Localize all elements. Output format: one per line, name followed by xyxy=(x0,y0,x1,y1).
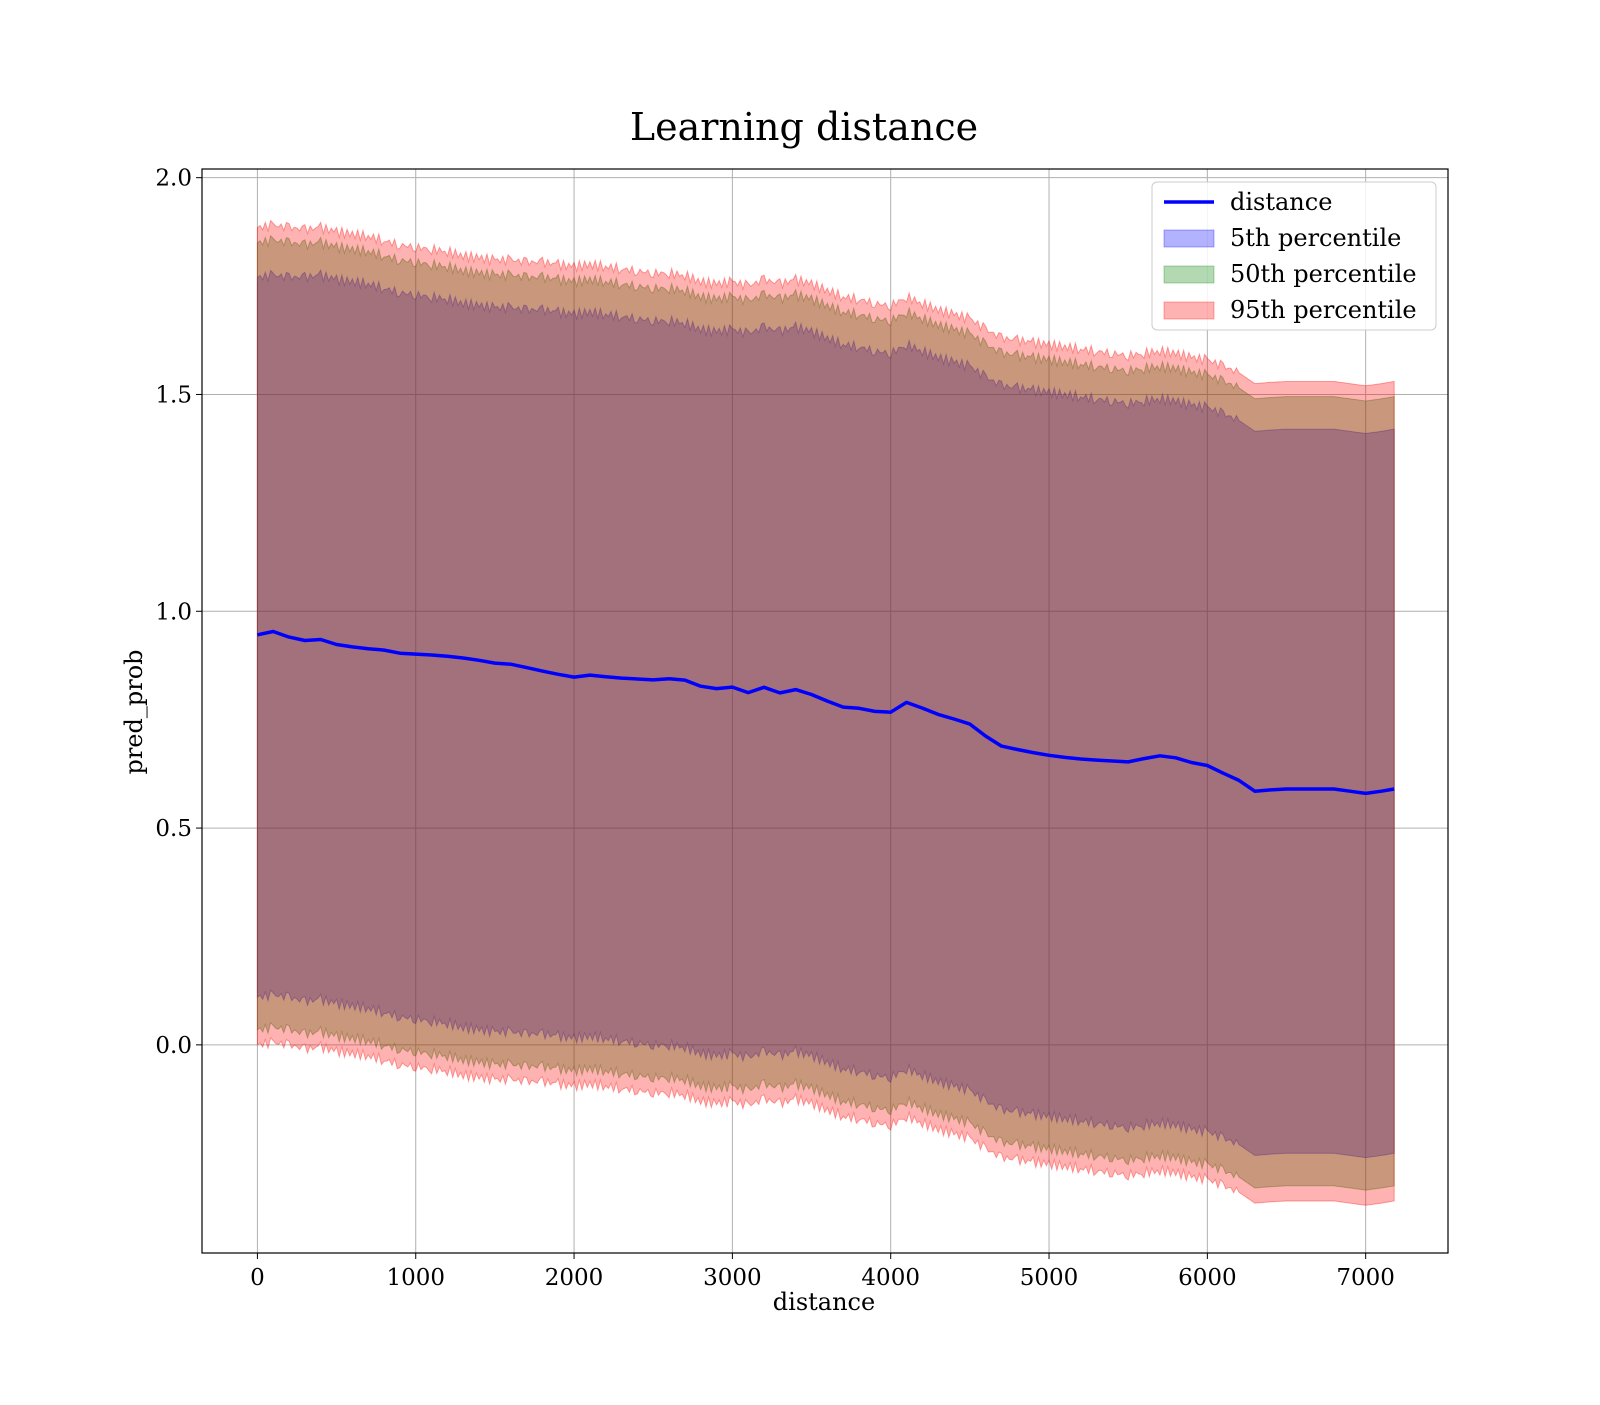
chart-title: Learning distance xyxy=(630,105,978,149)
distance-line-layer xyxy=(257,629,1395,796)
y-tick-label: 2.0 xyxy=(155,166,192,192)
y-axis-ticks: 0.0 0.5 1.0 1.5 2.0 xyxy=(155,166,202,1059)
x-axis-ticks: 0 1000 2000 3000 4000 5000 6000 7000 xyxy=(250,1253,1395,1291)
series-line-distance xyxy=(257,629,1395,796)
band-50th-percentile xyxy=(256,234,1395,1191)
legend-swatch xyxy=(1163,301,1215,320)
y-tick-label: 0.5 xyxy=(155,816,192,842)
x-tick-label: 6000 xyxy=(1178,1265,1237,1291)
plot-frame xyxy=(201,168,1449,1254)
x-tick-label: 3000 xyxy=(703,1265,762,1291)
legend-label: 5th percentile xyxy=(1230,224,1401,252)
legend-label: distance xyxy=(1230,188,1332,216)
x-tick-label: 4000 xyxy=(861,1265,920,1291)
y-tick-label: 1.0 xyxy=(155,599,192,625)
x-tick-label: 2000 xyxy=(545,1265,604,1291)
x-tick-label: 5000 xyxy=(1020,1265,1079,1291)
y-tick-label: 0.0 xyxy=(155,1033,192,1059)
legend: distance 5th percentile 50th percentile 95t… xyxy=(1151,181,1437,331)
legend-label: 95th percentile xyxy=(1230,296,1417,324)
x-tick-label: 7000 xyxy=(1336,1265,1395,1291)
legend-swatch xyxy=(1163,265,1215,284)
y-axis-label: pred_prob xyxy=(120,649,148,774)
legend-label: 50th percentile xyxy=(1230,260,1417,288)
percentile-bands xyxy=(256,219,1395,1206)
band-5th-percentile xyxy=(256,268,1395,1159)
y-tick-label: 1.5 xyxy=(155,382,192,408)
x-tick-label: 1000 xyxy=(386,1265,445,1291)
legend-box xyxy=(1151,181,1437,331)
x-tick-label: 0 xyxy=(250,1265,265,1291)
legend-swatch xyxy=(1163,229,1215,248)
band-95th-percentile xyxy=(256,219,1395,1206)
x-axis-label: distance xyxy=(773,1288,875,1316)
